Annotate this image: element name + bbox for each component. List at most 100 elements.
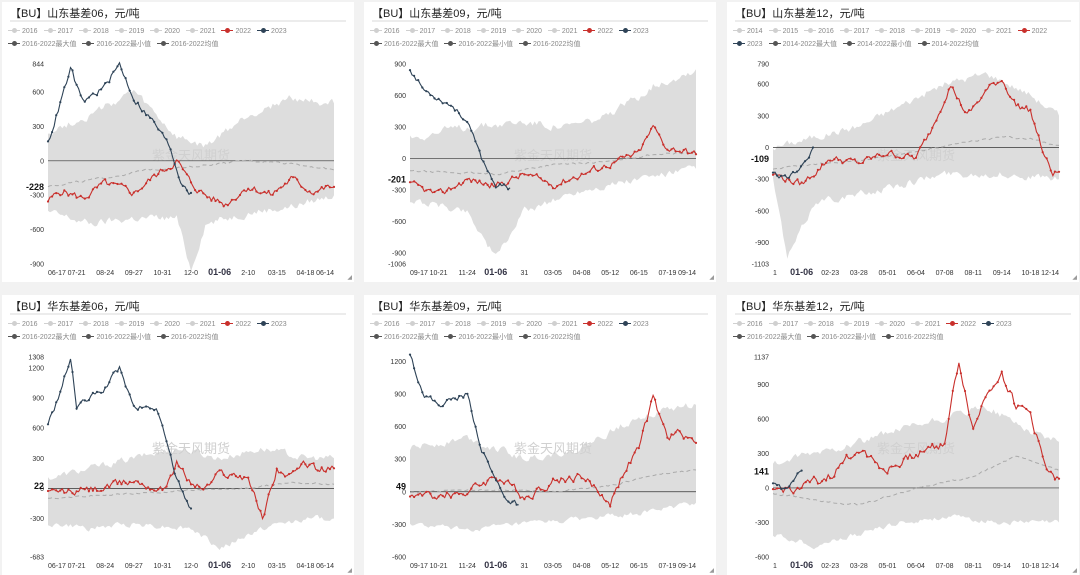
legend-item[interactable]: 2016-2022最小值 — [807, 331, 876, 344]
resize-handle-icon[interactable]: ◢ — [347, 568, 352, 574]
legend-item[interactable]: 2016 — [804, 25, 834, 38]
series-2022-point — [1029, 411, 1032, 414]
legend-item[interactable]: 2016 — [8, 25, 38, 38]
legend-item[interactable]: 2019 — [114, 318, 144, 331]
legend-item[interactable]: 2018 — [804, 318, 834, 331]
legend-item[interactable]: 2017 — [43, 25, 73, 38]
legend-item[interactable]: 2022 — [583, 318, 613, 331]
resize-handle-icon[interactable]: ◢ — [1072, 275, 1077, 281]
legend-item[interactable]: 2020 — [946, 25, 976, 38]
legend-item[interactable]: 2014-2022最小值 — [843, 38, 912, 51]
legend-item[interactable]: 2016-2022最大值 — [733, 331, 801, 344]
legend-item[interactable]: 2014-2022最大值 — [768, 38, 837, 51]
series-2022-point — [222, 205, 225, 208]
chart-legend[interactable]: 2014 2015 2016 2017 2018 2019 2020 2021 2022 2023… — [733, 25, 1073, 51]
series-2022-point — [943, 101, 946, 104]
legend-item[interactable]: 2019 — [476, 25, 506, 38]
legend-item[interactable]: 2020 — [150, 318, 180, 331]
legend-item[interactable]: 2021 — [185, 318, 215, 331]
legend-item[interactable]: 2016-2022最小值 — [82, 331, 151, 344]
series-2022-point — [584, 480, 587, 483]
legend-item[interactable]: 2023 — [619, 25, 649, 38]
series-mean-line — [47, 159, 335, 188]
series-2022-point — [1057, 477, 1061, 480]
legend-item[interactable]: 2022 — [221, 25, 251, 38]
resize-handle-icon[interactable]: ◢ — [709, 568, 714, 574]
legend-item[interactable]: 2016-2022最大值 — [370, 331, 438, 344]
chart-legend[interactable]: 2016 2017 2018 2019 2020 2021 2022 2023 2016-202… — [733, 318, 1073, 344]
legend-item[interactable]: 2019 — [114, 25, 144, 38]
legend-item[interactable]: 2019 — [476, 318, 506, 331]
legend-item[interactable]: 2015 — [768, 25, 798, 38]
legend-item[interactable]: 2023 — [982, 318, 1012, 331]
legend-item[interactable]: 2021 — [910, 318, 940, 331]
legend-item[interactable]: 2017 — [405, 318, 435, 331]
legend-item[interactable]: 2014-2022均值 — [917, 38, 979, 51]
chart-panel-hd06: 【BU】华东基差06，元/吨 2016 2017 2018 2019 2020 2021 2… — [2, 295, 354, 575]
legend-label: 2016-2022最大值 — [384, 334, 439, 341]
legend-item[interactable]: 2017 — [43, 318, 73, 331]
chart-legend[interactable]: 2016 2017 2018 2019 2020 2021 2022 2023 2016-202… — [8, 318, 348, 344]
x-tick-label: 01-06 — [790, 560, 813, 570]
x-tick-label: 11-24 — [459, 563, 476, 570]
legend-item[interactable]: 2016-2022最小值 — [444, 331, 513, 344]
legend-item[interactable]: 2016 — [733, 318, 763, 331]
legend-item[interactable]: 2023 — [257, 318, 287, 331]
legend-item[interactable]: 2016-2022均值 — [156, 38, 218, 51]
chart-legend[interactable]: 2016 2017 2018 2019 2020 2021 2022 2023 2016-202… — [8, 25, 348, 51]
chart-legend[interactable]: 2016 2017 2018 2019 2020 2021 2022 2023 2016-202… — [370, 25, 710, 51]
legend-item[interactable]: 2021 — [547, 25, 577, 38]
legend-item[interactable]: 2018 — [79, 25, 109, 38]
legend-item[interactable]: 2018 — [441, 25, 471, 38]
series-2023-point — [71, 370, 74, 374]
legend-item[interactable]: 2023 — [733, 38, 763, 51]
legend-item[interactable]: 2019 — [910, 25, 940, 38]
legend-item[interactable]: 2016 — [370, 318, 400, 331]
resize-handle-icon[interactable]: ◢ — [709, 275, 714, 281]
legend-item[interactable]: 2021 — [185, 25, 215, 38]
legend-item[interactable]: 2016-2022最小值 — [444, 38, 513, 51]
legend-label: 2016-2022均值 — [170, 334, 219, 341]
legend-item[interactable]: 2020 — [150, 25, 180, 38]
legend-item[interactable]: 2022 — [221, 318, 251, 331]
legend-item[interactable]: 2016-2022均值 — [518, 38, 580, 51]
series-2022-point — [878, 153, 881, 156]
legend-item[interactable]: 2018 — [79, 318, 109, 331]
legend-item[interactable]: 2016-2022最大值 — [370, 38, 438, 51]
resize-handle-icon[interactable]: ◢ — [1072, 568, 1077, 574]
legend-item[interactable]: 2016-2022均值 — [881, 331, 943, 344]
legend-item[interactable]: 2020 — [512, 318, 542, 331]
legend-item[interactable]: 2016-2022最大值 — [8, 38, 76, 51]
series-2022-point — [100, 182, 103, 185]
legend-label: 2016-2022均值 — [532, 334, 581, 341]
legend-item[interactable]: 2019 — [839, 318, 870, 331]
legend-item[interactable]: 2023 — [257, 25, 287, 38]
legend-item[interactable]: 2016-2022最大值 — [8, 331, 76, 344]
series-2022-point — [547, 183, 550, 186]
legend-item[interactable]: 2020 — [512, 25, 542, 38]
legend-item[interactable]: 2014 — [733, 25, 763, 38]
legend-item[interactable]: 2017 — [839, 25, 869, 38]
legend-item[interactable]: 2016-2022均值 — [156, 331, 219, 344]
legend-item[interactable]: 2016-2022最小值 — [82, 38, 151, 51]
legend-item[interactable]: 2021 — [982, 25, 1012, 38]
legend-item[interactable]: 2018 — [875, 25, 905, 38]
legend-item[interactable]: 2022 — [1017, 25, 1047, 38]
legend-item[interactable]: 2016 — [370, 25, 400, 38]
chart-legend[interactable]: 2016 2017 2018 2019 2020 2021 2022 2023 2016-202… — [370, 318, 710, 344]
legend-item[interactable]: 2022 — [583, 25, 613, 38]
legend-item[interactable]: 2023 — [619, 318, 649, 331]
legend-item[interactable]: 2018 — [441, 318, 471, 331]
legend-item[interactable]: 2017 — [405, 25, 435, 38]
legend-item[interactable]: 2020 — [875, 318, 905, 331]
legend-item[interactable]: 2022 — [946, 318, 976, 331]
legend-item[interactable]: 2016 — [8, 318, 38, 331]
series-2022-point — [861, 161, 864, 164]
legend-item[interactable]: 2017 — [768, 318, 798, 331]
legend-item[interactable]: 2016-2022均值 — [518, 331, 581, 344]
legend-item[interactable]: 2021 — [547, 318, 577, 331]
series-2022-point — [588, 480, 591, 483]
legend-label: 2019 — [853, 321, 870, 328]
resize-handle-icon[interactable]: ◢ — [347, 275, 352, 281]
series-2022-point — [939, 110, 942, 113]
